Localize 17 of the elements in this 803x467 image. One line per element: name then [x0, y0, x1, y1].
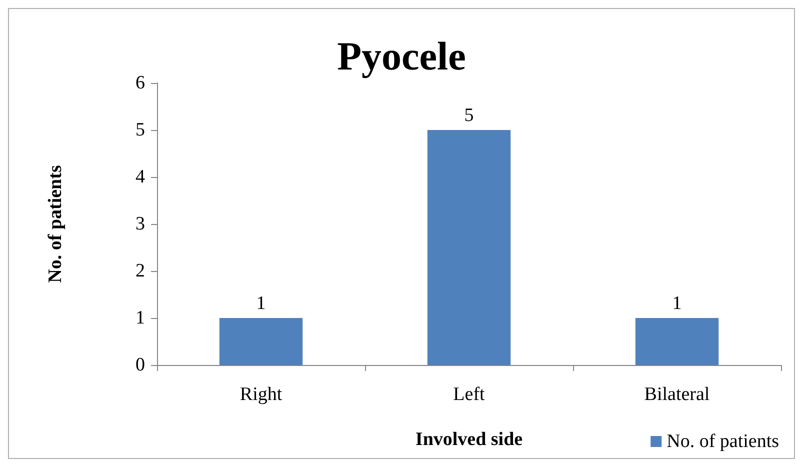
y-tick-label: 5	[136, 120, 145, 140]
chart-title: Pyocele	[337, 34, 466, 78]
legend-label: No. of patients	[666, 431, 780, 452]
y-tick-label: 0	[136, 354, 145, 376]
y-tick-label: 2	[136, 260, 145, 282]
data-label: 5	[464, 105, 474, 126]
y-tick-label: 6	[136, 72, 145, 94]
y-tick-label: 3	[136, 214, 145, 234]
data-label: 1	[672, 293, 682, 314]
y-tick-label: 1	[136, 308, 145, 328]
x-tick-label: Bilateral	[644, 384, 710, 405]
y-axis-title: No. of patients	[45, 165, 66, 283]
data-label: 1	[256, 293, 266, 314]
y-tick-label: 4	[136, 166, 146, 188]
x-tick-label: Right	[240, 384, 283, 405]
x-axis-title: Involved side	[415, 429, 523, 450]
x-tick-label: Left	[453, 384, 486, 405]
